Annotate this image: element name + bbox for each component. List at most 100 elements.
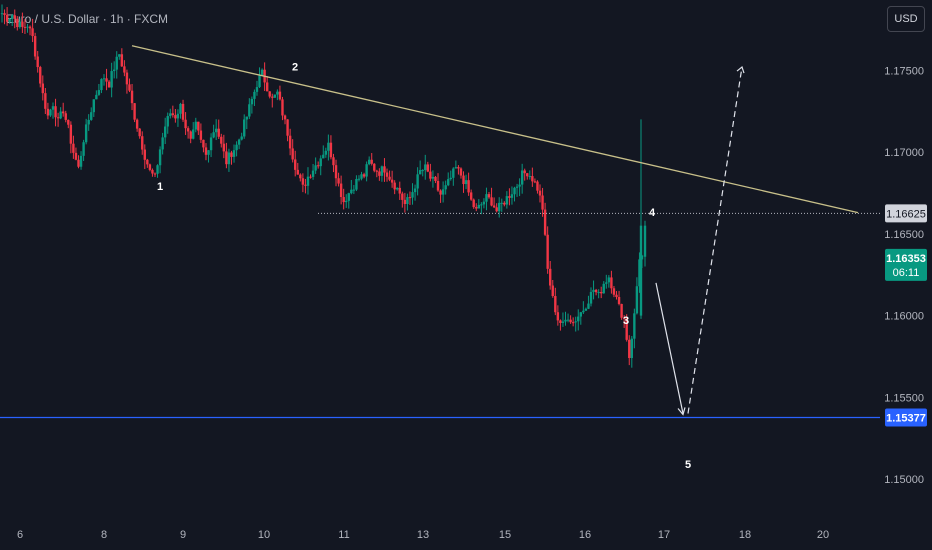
candle-body [355,178,358,190]
candle-body [192,129,195,139]
candle-body [74,152,78,160]
candle-body [462,175,465,185]
candle-body [151,169,154,174]
projection-arrow-down [655,282,684,414]
candle-body [49,109,52,116]
candle-body [464,180,468,185]
candle-body [559,320,562,323]
candle-body [39,67,42,84]
candle-body [294,159,297,170]
candle-body [21,21,24,27]
candle-body [296,169,299,175]
candle-body [375,170,379,172]
candle-body [449,177,452,180]
candle-body [61,111,65,114]
candle-body [204,147,208,155]
candle-body [625,318,628,340]
trendline [131,45,859,214]
candle-body [265,82,269,92]
candle-body [202,139,205,148]
current-price-tag [885,248,927,281]
candle-body [582,310,585,313]
candle-body [128,84,131,91]
candle-body [388,176,391,180]
candle-body [316,165,320,167]
candle-body [444,185,447,190]
candle-body [447,179,450,186]
candle-body [457,167,460,169]
candle-body [237,139,241,145]
candle-body [327,142,330,151]
candle-body [390,179,394,183]
candle-body [347,193,350,201]
candle-body [584,308,588,311]
candle-body [528,176,532,178]
candle-body [181,103,185,120]
candle-body [197,121,200,131]
time-tick-label: 15 [499,529,511,541]
candle-body [77,159,80,167]
candle-body [250,98,254,105]
time-tick-label: 17 [658,529,670,541]
candle-body [115,56,118,70]
price-tick-label: 1.16500 [884,229,924,241]
arrow-head-icon [677,407,686,416]
candle-body [253,91,256,99]
candle-body [5,14,9,22]
candle-body [319,158,322,167]
candle-body [112,69,116,72]
candle-body [72,143,75,153]
wave-label-5: 5 [685,459,691,471]
candle-body [615,294,618,298]
candle-body [367,159,371,165]
candle-body [487,194,491,198]
candle-body [255,87,259,92]
candle-body [406,197,409,205]
candle-body [243,119,246,137]
wave-label-4: 4 [649,207,656,219]
candle-body [424,164,427,171]
candle-body [105,78,108,82]
price-tags: 1.16625 1.16353 06:11 1.15377 [885,204,927,427]
candle-body [454,167,458,169]
candle-body [383,166,386,173]
candle-body [225,151,228,165]
candle-body [248,104,251,117]
time-tick-label: 20 [817,529,829,541]
candle-body [309,176,312,178]
candle-body [107,81,111,88]
currency-button[interactable]: USD [887,6,925,32]
candle-body [561,321,565,323]
candle-body [16,18,19,28]
candle-body [360,174,363,179]
candle-body [431,176,435,179]
candle-body [135,119,139,129]
candle-body [169,113,172,117]
candle-body [95,94,98,100]
candle-body [538,190,542,196]
candle-body [334,165,338,179]
candle-body [337,178,340,184]
candle-body [148,164,152,170]
wave-label-3: 3 [623,315,629,327]
candle-body [523,170,526,174]
candle-body [482,201,486,205]
candle-body [587,303,590,309]
candle-body [411,192,414,198]
time-tick-label: 6 [17,529,23,541]
candle-body [533,181,537,183]
price-axis[interactable]: 1.17500 1.17000 1.16500 1.16000 1.15500 1.150… [884,65,924,486]
candle-body [643,225,647,257]
candle-body [620,303,623,318]
candle-body [380,166,384,176]
candle-body [26,26,29,28]
candle-body [600,292,603,294]
candle-body [138,128,141,137]
candle-body [329,142,333,158]
time-axis[interactable]: 6 8 9 10 11 13 15 16 17 18 20 [17,529,829,541]
candle-body [194,121,197,130]
candle-body [311,170,315,177]
candle-body [299,174,302,179]
time-tick-label: 9 [180,529,186,541]
